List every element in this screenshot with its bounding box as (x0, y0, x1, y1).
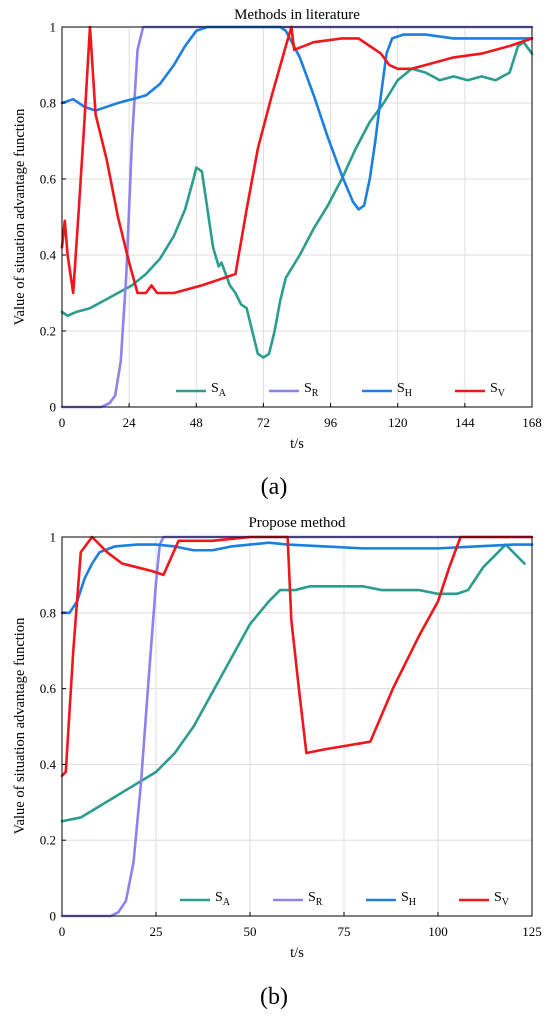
x-tick-label: 72 (257, 415, 270, 430)
y-tick-label: 0.2 (40, 833, 56, 848)
series-line-sa-a (60, 40, 534, 359)
x-tick-label: 75 (338, 924, 351, 939)
legend-b: SA SR SH SV (180, 890, 510, 908)
axes-frame-b (61, 536, 533, 917)
legend-label: SV (490, 381, 506, 399)
series-line-sa-b (60, 543, 526, 823)
legend-a: SA SR SH SV (176, 381, 506, 399)
series-line-sv-a (60, 25, 534, 295)
x-axis-label-a: t/s (290, 436, 304, 452)
y-tick-label: 0 (50, 909, 57, 924)
x-tick-label: 168 (522, 415, 542, 430)
series-line-sh-a (60, 25, 534, 211)
chart-title-a: Methods in literature (234, 7, 360, 23)
axes-frame-a (61, 26, 533, 408)
x-tick-label: 50 (244, 924, 257, 939)
y-tick-label: 0.8 (40, 96, 56, 111)
series-line-sr-b (60, 535, 534, 918)
series-line-sr-a (60, 25, 534, 409)
y-axis-label-a: Value of situation advantage function (12, 108, 28, 325)
x-tick-label: 96 (324, 415, 338, 430)
legend-label: SH (397, 381, 412, 399)
x-tick-label: 24 (123, 415, 137, 430)
legend-label: SR (304, 381, 319, 399)
y-tick-label: 1 (50, 530, 57, 545)
y-tick-label: 0.4 (40, 248, 57, 263)
x-tick-label: 100 (428, 924, 448, 939)
y-tick-label: 0.2 (40, 324, 56, 339)
y-tick-label: 0.8 (40, 605, 56, 620)
legend-label: SV (494, 890, 510, 908)
y-tick-label: 1 (50, 20, 57, 35)
y-axis-label-b: Value of situation advantage function (12, 617, 28, 834)
plot-area-b: 0 25 50 75 100 125 0 0.2 0.4 0.6 0.8 1 SA SR SH SV (40, 530, 542, 940)
y-tick-label: 0 (50, 400, 57, 415)
y-tick-label: 0.6 (40, 681, 57, 696)
y-tick-label: 0.4 (40, 757, 57, 772)
x-axis-label-b: t/s (290, 945, 304, 961)
x-tick-label: 120 (388, 415, 408, 430)
x-tick-label: 0 (59, 924, 66, 939)
plot-area-a: 0 24 48 72 96 120 144 168 0 0.2 0.4 0.6 0.8 1 SA SR SH SV (40, 20, 542, 431)
panel-label-b: (b) (260, 984, 288, 1010)
series-line-sh-b (60, 541, 534, 615)
panel-label-a: (a) (261, 474, 288, 500)
legend-label: SR (308, 890, 323, 908)
legend-label: SA (215, 890, 231, 908)
y-tick-label: 0.6 (40, 172, 57, 187)
x-tick-label: 48 (190, 415, 203, 430)
x-tick-label: 125 (522, 924, 542, 939)
legend-label: SH (401, 890, 416, 908)
chart-title-b: Propose method (248, 515, 346, 531)
x-tick-label: 144 (455, 415, 475, 430)
x-tick-label: 25 (150, 924, 163, 939)
legend-label: SA (211, 381, 227, 399)
x-tick-label: 0 (59, 415, 66, 430)
series-line-sv-b (60, 535, 534, 778)
